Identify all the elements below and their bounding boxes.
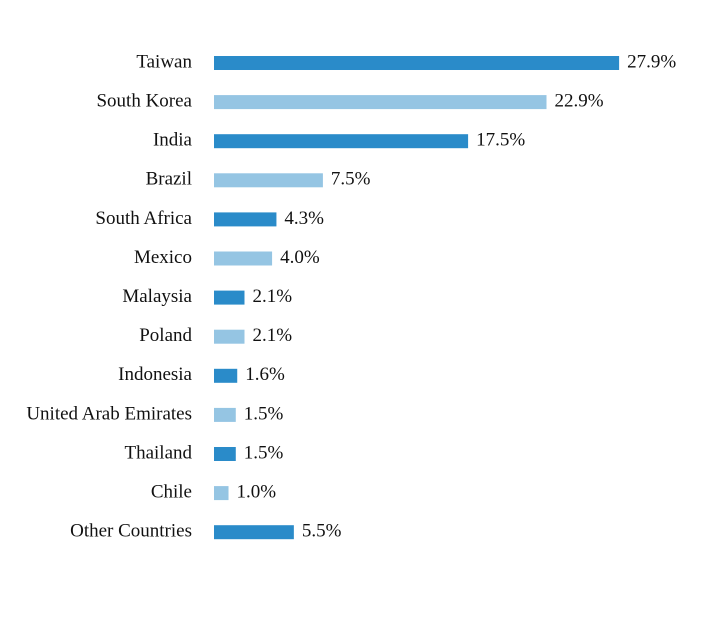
value-label: 27.9% — [627, 51, 676, 72]
value-label: 5.5% — [302, 521, 342, 542]
bar — [214, 56, 620, 70]
bar — [214, 251, 273, 266]
bar — [214, 368, 238, 383]
category-label: Thailand — [124, 442, 192, 463]
value-label: 1.5% — [244, 442, 284, 463]
category-label: Malaysia — [122, 286, 192, 307]
value-label: 1.6% — [245, 364, 285, 385]
category-label: South Africa — [95, 208, 192, 229]
category-label: South Korea — [96, 90, 192, 111]
value-label: 2.1% — [252, 325, 292, 346]
category-label: India — [153, 130, 193, 151]
value-label: 4.3% — [284, 208, 324, 229]
bar — [214, 134, 469, 149]
category-label: United Arab Emirates — [26, 403, 192, 424]
category-label: Chile — [151, 481, 192, 502]
category-label: Brazil — [146, 169, 192, 190]
bar — [214, 95, 547, 110]
bar — [214, 407, 236, 422]
bar — [214, 173, 323, 188]
category-label: Mexico — [134, 247, 192, 268]
value-label: 22.9% — [555, 90, 604, 111]
value-label: 1.5% — [244, 403, 284, 424]
bar — [214, 486, 229, 501]
bar — [214, 525, 294, 540]
bar — [214, 447, 236, 461]
value-label: 2.1% — [252, 286, 292, 307]
value-label: 17.5% — [476, 130, 525, 151]
category-label: Indonesia — [118, 364, 192, 385]
category-label: Other Countries — [70, 521, 192, 542]
category-label: Poland — [139, 325, 192, 346]
category-label: Taiwan — [136, 51, 192, 72]
bar — [214, 329, 245, 344]
value-label: 7.5% — [331, 169, 371, 190]
value-label: 4.0% — [280, 247, 320, 268]
bar — [214, 290, 245, 305]
value-label: 1.0% — [237, 481, 277, 502]
bar — [214, 212, 277, 227]
